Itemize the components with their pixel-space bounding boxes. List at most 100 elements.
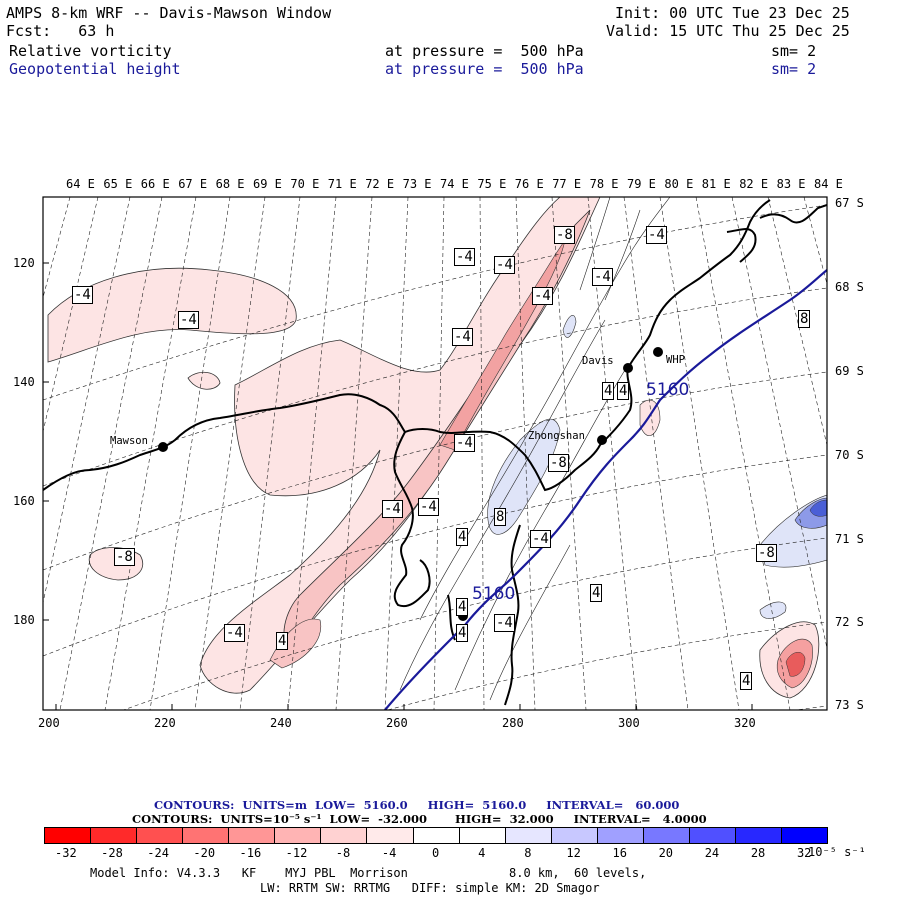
lon-label: 73 E (402, 177, 432, 191)
station-label-davis: Davis (582, 355, 614, 367)
contour-label: -8 (554, 226, 575, 244)
lon-label: 71 E (327, 177, 357, 191)
geopotential-height-contour (384, 269, 827, 710)
colorbar-tick-label: -20 (193, 846, 216, 860)
lon-label: 82 E (739, 177, 769, 191)
contour-label: -4 (646, 226, 667, 244)
contour-label: 4 (740, 672, 753, 690)
lon-label: 68 E (215, 177, 245, 191)
lon-label: 70 E (290, 177, 320, 191)
contour-label: 4 (276, 632, 289, 650)
x-tick-label: 200 (38, 716, 60, 730)
contour-label: -4 (494, 256, 515, 274)
lon-label: 77 E (552, 177, 582, 191)
colorbar-tick-label: 32 (796, 846, 812, 860)
lat-label: 70 S (835, 448, 864, 462)
x-tick-label: 260 (386, 716, 408, 730)
contour-label: 4 (617, 382, 630, 400)
contour-label: -4 (224, 624, 245, 642)
colorbar-swatch (597, 828, 644, 843)
colorbar-tick-label: -8 (335, 846, 351, 860)
field1-smoothing: sm= 2 (771, 42, 817, 60)
colorbar-tick-label: 20 (658, 846, 674, 860)
y-tick-label: 160 (13, 494, 35, 508)
colorbar-swatch (137, 828, 184, 843)
colorbar-swatch (91, 828, 138, 843)
lon-label: 79 E (627, 177, 656, 191)
colorbar-swatch (321, 828, 368, 843)
lat-label: 71 S (835, 532, 864, 546)
contour-label: 4 (602, 382, 615, 400)
height-label: 5160 (472, 584, 516, 604)
init-time: Init: 00 UTC Tue 23 Dec 25 (615, 4, 850, 22)
model-info-line1: Model Info: V4.3.3 KF MYJ PBL Morrison 8… (90, 866, 647, 880)
graticule-longitudes (43, 197, 827, 710)
lon-label: 69 E (253, 177, 282, 191)
colorbar-swatch (367, 828, 414, 843)
height-label: 5160 (646, 380, 690, 400)
colorbar-tick-label: 0 (432, 846, 440, 860)
colorbar-tick-label: 8 (524, 846, 532, 860)
y-tick-label: 120 (13, 256, 35, 270)
colorbar (44, 827, 828, 844)
colorbar-swatch (643, 828, 690, 843)
colorbar-swatch (689, 828, 736, 843)
contour-label: 4 (456, 598, 469, 616)
field2-name: Geopotential height (9, 60, 181, 78)
lon-label: 67 E (178, 177, 208, 191)
contour-label: -8 (756, 544, 777, 562)
negative-vorticity-shading (487, 315, 827, 619)
x-tick-label: 320 (734, 716, 756, 730)
contour-label: -8 (114, 548, 135, 566)
contour-label: -4 (178, 311, 199, 329)
lat-label: 68 S (835, 280, 864, 294)
contour-label: 8 (494, 508, 507, 526)
lon-label: 81 E (701, 177, 731, 191)
lon-label: 72 E (365, 177, 395, 191)
station-marker-mawson (158, 442, 168, 452)
contour-label: -4 (454, 434, 475, 452)
graticule-latitudes (43, 204, 827, 710)
field1-pressure: at pressure = 500 hPa (385, 42, 584, 60)
field2-smoothing: sm= 2 (771, 60, 817, 78)
contour-label: -4 (454, 248, 475, 266)
station-label-zhongshan: Zhongshan (528, 430, 585, 442)
contour-label: -4 (532, 287, 553, 305)
colorbar-tick-label: -24 (147, 846, 169, 860)
map-frame (42, 196, 828, 711)
contour-label: -4 (530, 530, 551, 548)
colorbar-tick-label: -12 (285, 846, 308, 860)
contour-label: -4 (72, 286, 93, 304)
station-label-whp: WHP (666, 354, 685, 366)
lat-label: 72 S (835, 615, 864, 629)
contour-label: 4 (456, 528, 469, 546)
colorbar-tick-label: 4 (478, 846, 486, 860)
lon-label: 84 E (814, 177, 843, 191)
valid-time: Valid: 15 UTC Thu 25 Dec 25 (606, 22, 850, 40)
x-tick-label: 220 (154, 716, 176, 730)
colorbar-swatch (183, 828, 230, 843)
vorticity-contour-info: CONTOURS: UNITS=10⁻⁵ s⁻¹ LOW= -32.000 HI… (132, 812, 707, 826)
y-tick-label: 180 (13, 613, 35, 627)
colorbar-swatch (459, 828, 506, 843)
x-tick-label: 300 (618, 716, 640, 730)
lon-label: 66 E (140, 177, 170, 191)
lon-label: 65 E (103, 177, 133, 191)
contour-label: 8 (798, 310, 811, 328)
colorbar-units: 10⁻⁵ s⁻¹ (808, 845, 866, 859)
station-marker-whp (653, 347, 663, 357)
model-info-line2: LW: RRTM SW: RRTMG DIFF: simple KM: 2D S… (260, 881, 600, 895)
lon-label: 80 E (664, 177, 694, 191)
x-tick-label: 240 (270, 716, 292, 730)
colorbar-tick-label: -28 (101, 846, 123, 860)
colorbar-tick-label: 28 (750, 846, 766, 860)
lat-label: 73 S (835, 698, 864, 712)
contour-label: -4 (452, 328, 473, 346)
colorbar-tick-label: 16 (612, 846, 627, 860)
colorbar-tick-label: 24 (704, 846, 720, 860)
forecast-hour: Fcst: 63 h (6, 22, 115, 40)
colorbar-tick-label: -4 (381, 846, 397, 860)
station-marker-davis (623, 363, 633, 373)
contour-label: -4 (592, 268, 613, 286)
